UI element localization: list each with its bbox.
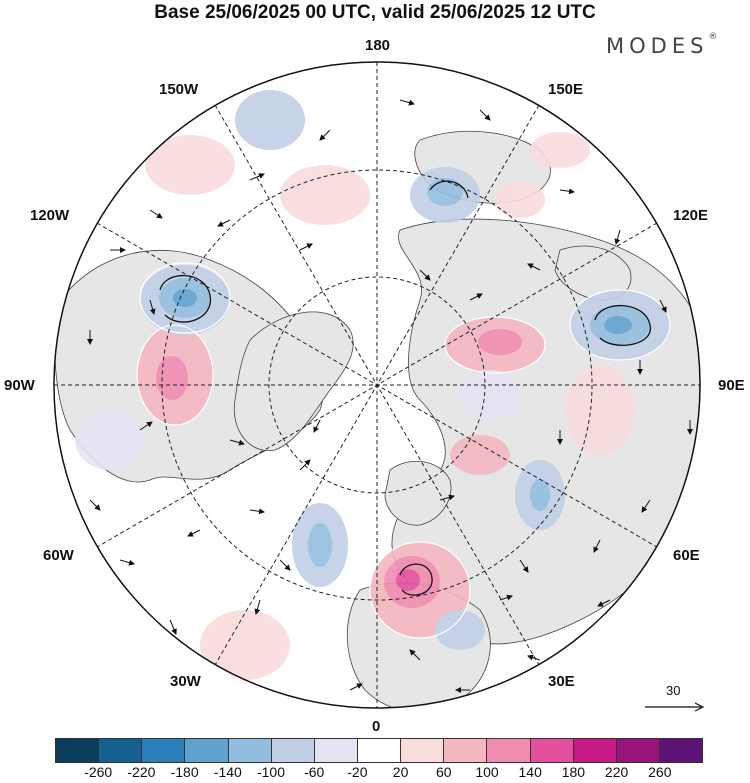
colorbar-swatch bbox=[444, 739, 488, 762]
colorbar-swatch bbox=[142, 739, 186, 762]
colorbar-tick-label: 60 bbox=[436, 764, 452, 780]
colorbar-swatch bbox=[357, 739, 402, 762]
graticule bbox=[54, 62, 700, 708]
lon-label-120e: 120E bbox=[673, 207, 709, 224]
brand-name: MODES bbox=[606, 34, 709, 58]
colorbar-swatch bbox=[228, 739, 272, 762]
lon-label-180: 180 bbox=[365, 37, 391, 54]
lon-label-90w: 90W bbox=[4, 377, 35, 394]
colorbar-tick-label: -60 bbox=[304, 764, 325, 780]
colorbar-tick-label: -140 bbox=[213, 764, 242, 780]
colorbar-tick-label: -220 bbox=[127, 764, 156, 780]
anomaly-shading bbox=[75, 90, 670, 680]
colorbar-tick-label: -260 bbox=[84, 764, 113, 780]
colorbar-tick-label: -20 bbox=[347, 764, 368, 780]
colorbar-swatch bbox=[573, 739, 617, 762]
colorbar-swatch bbox=[99, 739, 143, 762]
colorbar-tick-label: 220 bbox=[604, 764, 629, 780]
colorbar bbox=[55, 738, 703, 763]
lon-label-60w: 60W bbox=[43, 547, 74, 564]
registered-mark: ® bbox=[708, 32, 718, 42]
wind-vectors bbox=[87, 99, 693, 693]
modes-logo: MODES® bbox=[606, 32, 718, 58]
colorbar-swatch bbox=[314, 739, 358, 762]
colorbar-swatch bbox=[659, 739, 703, 762]
lon-label-0: 0 bbox=[372, 718, 381, 735]
colorbar-tick-label: 140 bbox=[518, 764, 542, 780]
colorbar-swatch bbox=[185, 739, 229, 762]
colorbar-swatch bbox=[401, 739, 445, 762]
vector-scale-value: 30 bbox=[666, 683, 681, 698]
lon-label-120w: 120W bbox=[30, 207, 70, 224]
colorbar-tick-label: -180 bbox=[170, 764, 199, 780]
lon-label-90e: 90E bbox=[718, 377, 745, 394]
colorbar-swatch bbox=[56, 739, 100, 762]
colorbar-tick-label: 180 bbox=[561, 764, 586, 780]
lon-label-150e: 150E bbox=[548, 81, 584, 98]
lon-label-150w: 150W bbox=[159, 81, 199, 98]
anomaly-contours bbox=[136, 262, 671, 639]
lon-label-30e: 30E bbox=[548, 673, 575, 690]
colorbar-tick-label: 100 bbox=[475, 764, 499, 780]
map-title: Base 25/06/2025 00 UTC, valid 25/06/2025… bbox=[154, 2, 596, 23]
colorbar-tick-label: 20 bbox=[392, 764, 409, 780]
colorbar-swatch bbox=[530, 739, 574, 762]
colorbar-swatch bbox=[616, 739, 660, 762]
lon-label-30w: 30W bbox=[170, 673, 201, 690]
colorbar-tick-label: 260 bbox=[648, 764, 672, 780]
vector-scale-arrow bbox=[645, 702, 705, 712]
lon-label-60e: 60E bbox=[673, 547, 700, 564]
colorbar-swatch bbox=[487, 739, 531, 762]
colorbar-swatch bbox=[271, 739, 315, 762]
map-boundary bbox=[53, 61, 701, 709]
circulation-arcs bbox=[159, 180, 651, 596]
colorbar-tick-label: -100 bbox=[256, 764, 286, 780]
